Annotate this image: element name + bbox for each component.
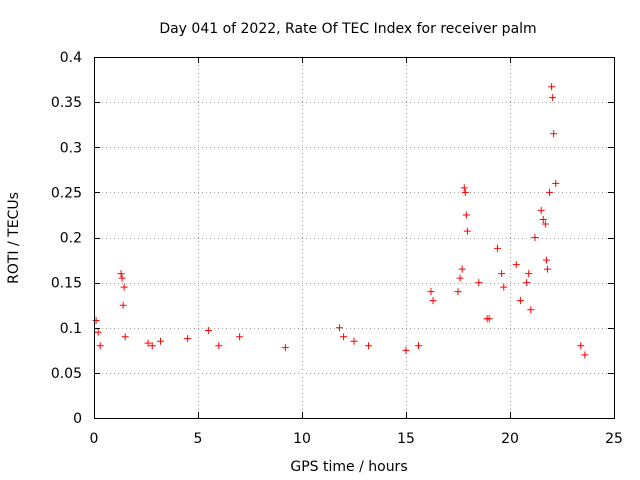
data-point (552, 179, 560, 187)
data-point (236, 333, 244, 341)
data-point (427, 288, 435, 296)
data-point (96, 342, 104, 350)
x-tick-label: 0 (90, 431, 99, 447)
data-point (365, 342, 373, 350)
data-point (463, 227, 471, 235)
y-tick-label: 0.05 (51, 366, 82, 382)
data-point (144, 339, 152, 347)
data-point (498, 270, 506, 278)
data-point (157, 337, 165, 345)
x-tick-label: 25 (605, 431, 623, 447)
data-point (184, 335, 192, 343)
data-point (494, 244, 502, 252)
x-axis-title: GPS time / hours (290, 459, 407, 475)
data-point (456, 274, 464, 282)
data-point (581, 351, 589, 359)
data-point (549, 94, 557, 102)
data-point (527, 306, 535, 314)
data-point (460, 184, 468, 192)
x-tick-label: 10 (293, 431, 311, 447)
data-point (429, 297, 437, 305)
data-point (281, 344, 289, 352)
x-tick-label: 20 (501, 431, 519, 447)
data-point (512, 261, 520, 269)
data-point (550, 130, 558, 138)
y-tick-label: 0 (73, 411, 82, 427)
data-point (537, 206, 545, 214)
data-point (335, 324, 343, 332)
data-point (546, 188, 554, 196)
data-point (148, 342, 156, 350)
data-points (92, 83, 589, 359)
x-tick-labels: 0 5 10 15 20 25 (90, 431, 623, 447)
data-point (117, 270, 125, 278)
data-point (458, 265, 466, 273)
y-tick-label: 0.2 (60, 231, 82, 247)
y-axis-title: ROTI / TECUs (6, 192, 22, 284)
data-point (542, 256, 550, 264)
data-point (531, 234, 539, 241)
data-point (475, 279, 483, 287)
data-point (539, 215, 547, 223)
data-point (500, 283, 508, 291)
y-tick-labels: 0 0.05 0.1 0.15 0.2 0.25 0.3 0.35 0.4 (51, 50, 82, 427)
data-point (523, 279, 531, 287)
data-point (543, 265, 551, 273)
data-point (120, 283, 128, 291)
data-point (119, 301, 127, 309)
y-tick-label: 0.3 (60, 140, 82, 156)
y-tick-label: 0.15 (51, 276, 82, 292)
y-tick-label: 0.35 (51, 95, 82, 111)
data-point (350, 337, 358, 345)
data-point (541, 220, 549, 228)
data-point (118, 274, 126, 282)
x-tick-label: 5 (194, 431, 203, 447)
data-point (340, 333, 348, 341)
data-point (215, 342, 223, 350)
data-point (485, 315, 493, 323)
data-point (461, 188, 469, 196)
data-point (516, 297, 524, 305)
y-tick-label: 0.25 (51, 185, 82, 201)
grid (94, 57, 614, 418)
x-tick-label: 15 (397, 431, 415, 447)
data-point (462, 211, 470, 219)
y-tick-label: 0.1 (60, 321, 82, 337)
chart-title: Day 041 of 2022, Rate Of TEC Index for r… (159, 21, 536, 37)
data-point (204, 326, 212, 334)
data-point (121, 333, 129, 341)
data-point (548, 83, 556, 91)
axis-ticks (94, 57, 615, 419)
data-point (402, 346, 410, 354)
data-point (577, 342, 585, 350)
data-point (414, 342, 422, 350)
data-point (525, 270, 533, 278)
data-point (94, 328, 102, 336)
data-point (92, 317, 100, 325)
data-point (454, 288, 462, 296)
y-tick-label: 0.4 (60, 50, 82, 66)
